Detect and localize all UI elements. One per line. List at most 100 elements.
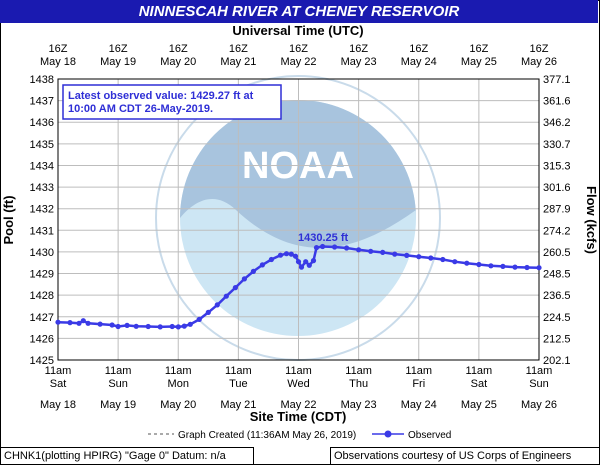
y-left-tick-label: 1425 bbox=[30, 355, 54, 367]
observed-point bbox=[500, 263, 506, 269]
x-bottom-time-label: 11am bbox=[45, 365, 72, 377]
observed-point bbox=[488, 263, 494, 269]
y-left-tick-label: 1434 bbox=[30, 160, 54, 172]
latest-note-line1: Latest observed value: 1429.27 ft at bbox=[68, 90, 254, 102]
observed-point bbox=[288, 251, 294, 257]
observed-point bbox=[392, 251, 398, 257]
observed-point bbox=[250, 268, 256, 274]
x-bottom-date-label: May 21 bbox=[220, 399, 256, 411]
y-left-tick-label: 1429 bbox=[30, 269, 54, 281]
observed-point bbox=[428, 255, 434, 261]
bottom-axis-title: Site Time (CDT) bbox=[250, 409, 347, 424]
y-left-tick-label: 1436 bbox=[30, 117, 54, 129]
footer-datum: CHNK1(plotting HPIRG) "Gage 0" Datum: n/… bbox=[0, 447, 254, 465]
observed-series bbox=[55, 243, 542, 330]
observed-point bbox=[356, 247, 362, 253]
x-bottom-weekday-label: Fri bbox=[412, 378, 425, 390]
x-top-tick-label: 16Z bbox=[109, 43, 128, 55]
observed-point bbox=[145, 323, 151, 330]
x-top-date-label: May 23 bbox=[341, 56, 377, 68]
x-bottom-weekday-label: Thu bbox=[349, 378, 368, 390]
x-top-tick-label: 16Z bbox=[409, 43, 428, 55]
y-left-tick-label: 1435 bbox=[30, 139, 54, 151]
observed-point bbox=[169, 323, 175, 330]
observed-point bbox=[368, 248, 374, 254]
x-top-date-label: May 25 bbox=[461, 56, 497, 68]
y-right-tick-label: 287.9 bbox=[543, 204, 571, 216]
x-top-tick-label: 16Z bbox=[49, 43, 68, 55]
observed-point bbox=[310, 258, 317, 264]
top-axis-title: Universal Time (UTC) bbox=[232, 23, 363, 38]
observed-point bbox=[277, 252, 284, 258]
x-bottom-date-label: May 23 bbox=[341, 399, 377, 411]
observed-point bbox=[205, 309, 211, 315]
x-bottom-weekday-label: Sat bbox=[50, 378, 67, 390]
y-left-tick-label: 1426 bbox=[30, 333, 54, 345]
right-axis-title: Flow (kcfs) bbox=[584, 186, 599, 254]
x-bottom-weekday-label: Sun bbox=[529, 378, 549, 390]
x-bottom-weekday-label: Sat bbox=[471, 378, 488, 390]
observed-point bbox=[295, 259, 302, 265]
y-right-tick-label: 260.5 bbox=[543, 247, 571, 259]
observed-point bbox=[67, 320, 73, 326]
x-top-date-label: May 18 bbox=[40, 56, 76, 68]
observed-point bbox=[292, 253, 299, 259]
y-right-tick-label: 377.1 bbox=[543, 74, 571, 86]
observed-point bbox=[181, 323, 187, 329]
y-right-tick-label: 301.6 bbox=[543, 182, 571, 194]
y-right-tick-label: 224.5 bbox=[543, 312, 571, 324]
x-bottom-time-label: 11am bbox=[165, 365, 192, 377]
observed-point bbox=[404, 252, 410, 258]
y-left-tick-label: 1430 bbox=[30, 247, 54, 259]
observed-point bbox=[55, 319, 61, 325]
observed-point bbox=[115, 323, 121, 330]
x-bottom-date-label: May 24 bbox=[401, 399, 437, 411]
y-left-tick-label: 1437 bbox=[30, 96, 54, 108]
plot-area bbox=[57, 78, 540, 361]
observed-point bbox=[214, 302, 220, 308]
observed-point bbox=[196, 316, 202, 322]
observed-point bbox=[440, 256, 446, 263]
x-bottom-time-label: 11am bbox=[105, 365, 132, 377]
observed-point bbox=[476, 261, 482, 268]
y-left-tick-label: 1427 bbox=[30, 312, 54, 324]
observed-point bbox=[524, 264, 530, 271]
y-left-tick-label: 1438 bbox=[30, 74, 54, 86]
x-bottom-weekday-label: Mon bbox=[168, 378, 189, 390]
y-right-tick-label: 346.2 bbox=[543, 117, 571, 129]
observed-point bbox=[452, 259, 458, 265]
observed-point bbox=[344, 245, 350, 251]
x-bottom-time-label: 11am bbox=[285, 365, 312, 377]
left-axis-title: Pool (ft) bbox=[1, 195, 16, 244]
chart-title: NINNESCAH RIVER AT CHENEY RESERVOIR bbox=[0, 0, 598, 23]
observed-point bbox=[306, 262, 312, 268]
observed-point bbox=[133, 323, 139, 329]
x-bottom-date-label: May 18 bbox=[40, 399, 76, 411]
observed-point bbox=[109, 322, 115, 328]
x-bottom-time-label: 11am bbox=[225, 365, 252, 377]
observed-point bbox=[175, 324, 181, 330]
left-axis-labels: 1425 1426 1427 1428 1429 1430 1431 1432 1433 1434… bbox=[30, 74, 54, 367]
y-right-tick-label: 361.6 bbox=[543, 96, 571, 108]
x-top-tick-label: 16Z bbox=[229, 43, 248, 55]
x-top-date-label: May 22 bbox=[280, 56, 316, 68]
observed-point bbox=[298, 264, 305, 270]
x-top-date-label: May 20 bbox=[160, 56, 196, 68]
observed-point bbox=[124, 322, 130, 328]
observed-point bbox=[97, 321, 103, 327]
plot-grid bbox=[57, 78, 540, 361]
latest-observed-note: Latest observed value: 1429.27 ft at 10:… bbox=[62, 84, 282, 120]
y-left-tick-label: 1432 bbox=[30, 204, 54, 216]
legend: Graph Created (11:36AM May 26, 2019) Obs… bbox=[148, 430, 451, 441]
observed-point bbox=[223, 293, 229, 299]
y-right-tick-label: 330.7 bbox=[543, 139, 571, 151]
y-left-tick-label: 1433 bbox=[30, 182, 54, 194]
observed-point bbox=[313, 245, 320, 251]
y-right-tick-label: 248.5 bbox=[543, 269, 571, 281]
x-bottom-time-label: 11am bbox=[345, 365, 372, 377]
x-bottom-weekday-label: Wed bbox=[287, 378, 309, 390]
observed-point bbox=[380, 249, 386, 255]
x-bottom-date-label: May 25 bbox=[461, 399, 497, 411]
legend-observed-marker bbox=[384, 430, 392, 438]
